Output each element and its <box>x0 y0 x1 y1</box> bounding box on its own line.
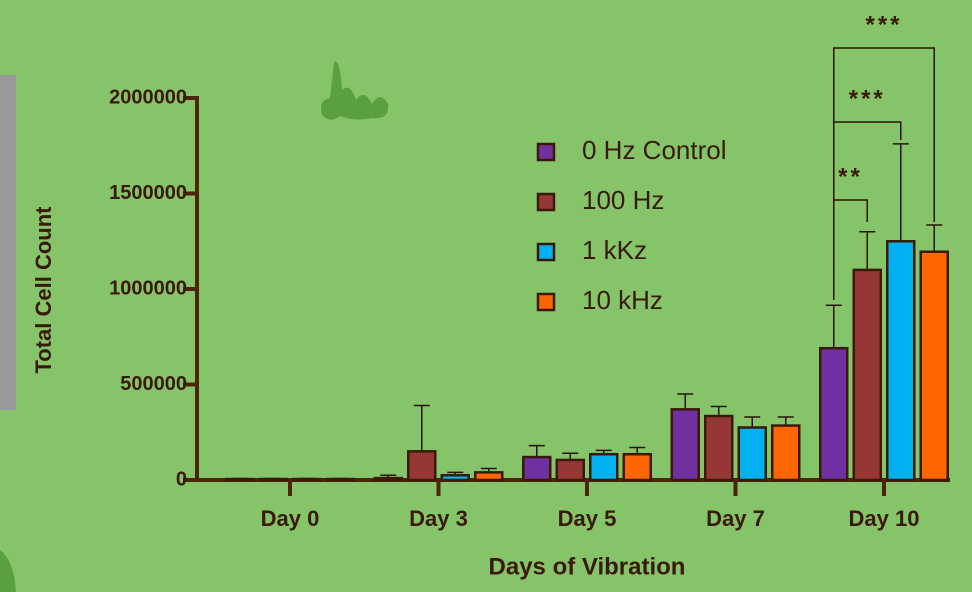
legend-swatch <box>536 292 556 312</box>
leaf-fragment <box>0 550 16 592</box>
bar <box>474 471 504 482</box>
bar <box>819 346 849 482</box>
bar <box>919 250 949 482</box>
significance-bracket <box>833 47 935 300</box>
bar <box>225 477 255 482</box>
x-tick-label: Day 5 <box>558 506 617 531</box>
y-tick-label: 500000 <box>120 373 187 395</box>
legend-swatch <box>536 242 556 262</box>
legend-label: 100 Hz <box>582 185 664 215</box>
y-axis-title: Total Cell Count <box>31 206 56 374</box>
legend-label: 0 Hz Control <box>582 135 727 165</box>
bar <box>325 477 355 482</box>
legend-label: 1 kKz <box>582 235 647 265</box>
y-tick-label: 0 <box>176 468 187 490</box>
logo-scribble <box>321 61 389 120</box>
significance-label: *** <box>865 11 902 38</box>
bar <box>589 452 619 482</box>
bar <box>440 473 470 482</box>
bar <box>555 458 585 482</box>
legend-swatch <box>536 142 556 162</box>
significance-label: ** <box>838 163 863 190</box>
bar <box>258 477 288 482</box>
x-tick-label: Day 0 <box>261 506 320 531</box>
bar <box>852 268 882 482</box>
bar <box>373 476 403 482</box>
y-tick-label: 2000000 <box>109 86 187 108</box>
bar <box>737 426 767 482</box>
legend-label: 10 kHz <box>582 285 663 315</box>
bar <box>522 455 552 482</box>
bar <box>704 414 734 482</box>
bar <box>886 240 916 482</box>
bar <box>670 408 700 482</box>
y-tick-label: 1500000 <box>109 182 187 204</box>
y-tick-label: 1000000 <box>109 277 187 299</box>
significance-label: *** <box>849 85 886 112</box>
x-axis-title: Days of Vibration <box>489 553 686 580</box>
legend-swatch <box>536 192 556 212</box>
bar <box>292 477 322 482</box>
bar <box>407 450 437 482</box>
x-tick-label: Day 7 <box>706 506 765 531</box>
x-tick-label: Day 3 <box>409 506 468 531</box>
image-fragment <box>0 75 16 410</box>
bar <box>771 424 801 482</box>
bar <box>622 452 652 482</box>
x-tick-label: Day 10 <box>849 506 920 531</box>
